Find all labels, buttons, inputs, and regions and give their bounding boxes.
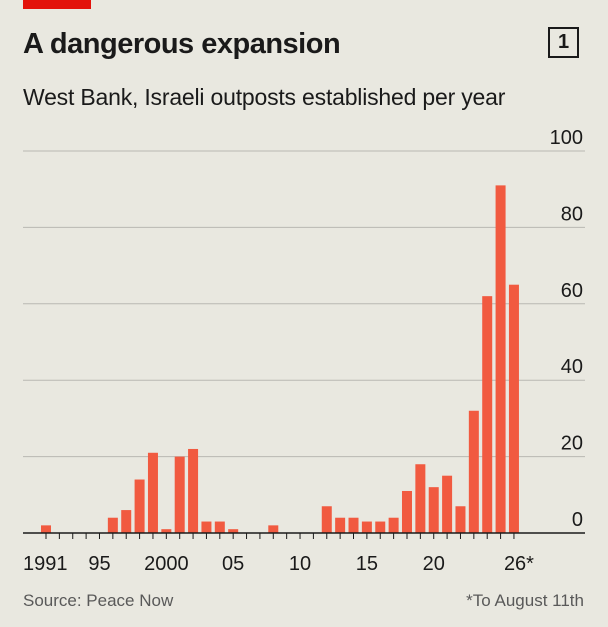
- bars: [41, 185, 519, 533]
- bar-2020: [428, 487, 439, 533]
- bar-2008: [268, 525, 279, 533]
- y-tick-label-20: 20: [561, 433, 583, 455]
- y-tick-label-80: 80: [561, 203, 583, 225]
- bar-2025: [495, 185, 506, 533]
- bar-2016: [375, 521, 386, 533]
- bar-2001: [174, 456, 185, 533]
- x-ticks: 1991 95 2000 05 10 15 20 26*: [23, 533, 534, 575]
- y-tick-label-0: 0: [572, 509, 583, 531]
- chart-subtitle: West Bank, Israeli outposts established …: [23, 84, 506, 110]
- bar-2013: [335, 517, 346, 533]
- x-tick-label-2005: 05: [222, 553, 244, 575]
- source-note: Source: Peace Now: [23, 591, 174, 610]
- bar-2015: [361, 521, 372, 533]
- bar-2026: [508, 284, 519, 533]
- x-tick-label-2015: 15: [356, 553, 378, 575]
- y-tick-label-40: 40: [561, 356, 583, 378]
- bar-2003: [201, 521, 212, 533]
- bar-2021: [442, 475, 453, 533]
- bar-2002: [188, 448, 199, 533]
- chart-title: A dangerous expansion: [23, 28, 341, 60]
- bar-1998: [134, 479, 145, 533]
- chart-number-badge: 1: [548, 27, 579, 58]
- bar-2014: [348, 517, 359, 533]
- y-tick-labels: 0 20 40 60 80 100: [550, 127, 583, 531]
- y-tick-label-60: 60: [561, 280, 583, 302]
- x-tick-label-2000: 2000: [144, 553, 189, 575]
- footnote: *To August 11th: [466, 591, 584, 610]
- x-tick-label-2010: 10: [289, 553, 311, 575]
- bar-2012: [321, 506, 332, 533]
- bar-2004: [214, 521, 225, 533]
- bar-1999: [147, 452, 158, 533]
- bar-2022: [455, 506, 466, 533]
- x-tick-label-1991: 1991: [23, 553, 68, 575]
- bar-1997: [121, 510, 132, 533]
- bar-2017: [388, 517, 399, 533]
- x-tick-label-1995: 95: [88, 553, 110, 575]
- x-tick-label-2026: 26*: [504, 553, 534, 575]
- bar-2005: [228, 529, 239, 533]
- x-tick-label-2020: 20: [423, 553, 445, 575]
- accent-bar: [23, 0, 91, 9]
- bar-2018: [401, 490, 412, 533]
- bar-2023: [468, 410, 479, 533]
- bar-2000: [161, 529, 172, 533]
- bar-2024: [482, 296, 493, 533]
- bar-2019: [415, 464, 426, 533]
- bar-1991: [41, 525, 51, 533]
- bar-1996: [107, 517, 118, 533]
- y-tick-label-100: 100: [550, 127, 583, 149]
